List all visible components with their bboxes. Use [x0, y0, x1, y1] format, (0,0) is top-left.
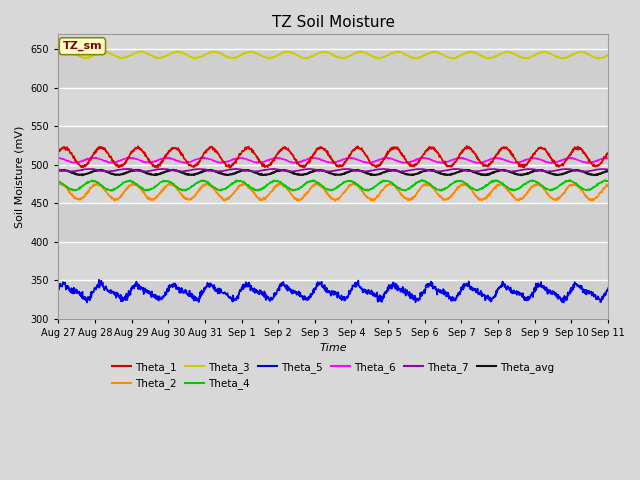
Bar: [58, 126, 608, 165]
Bar: [58, 49, 608, 88]
Bar: [58, 280, 608, 319]
Text: TZ_sm: TZ_sm: [63, 41, 102, 51]
Legend: Theta_1, Theta_2, Theta_3, Theta_4, Theta_5, Theta_6, Theta_7, Theta_avg: Theta_1, Theta_2, Theta_3, Theta_4, Thet…: [108, 358, 558, 393]
Y-axis label: Soil Moisture (mV): Soil Moisture (mV): [15, 125, 25, 228]
Bar: [58, 203, 608, 242]
Title: TZ Soil Moisture: TZ Soil Moisture: [271, 15, 395, 30]
X-axis label: Time: Time: [319, 343, 347, 353]
